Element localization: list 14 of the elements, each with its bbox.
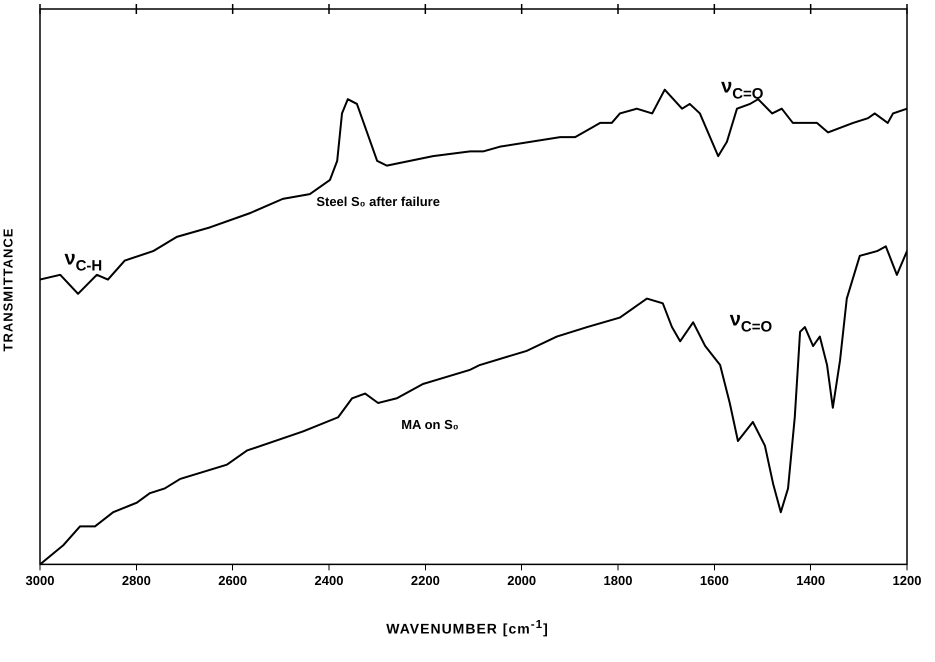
- x-tick-label: 1200: [892, 572, 922, 588]
- x-tick-label: 1600: [700, 572, 729, 588]
- series-label: MA on S₀: [401, 417, 459, 432]
- x-axis-title: WAVENUMBER [cm$^{-1}$]: [385, 618, 550, 637]
- y-axis-title: TRANSMITTANCE: [0, 226, 16, 354]
- x-tick-label: 1800: [604, 572, 632, 588]
- x-tick-label: 2400: [314, 572, 344, 588]
- x-tick-label: 2600: [218, 572, 248, 588]
- x-tick-label: 3000: [26, 572, 54, 588]
- x-tick-label: 2200: [410, 572, 440, 588]
- x-tick-label: 2800: [122, 572, 151, 588]
- series-label: Steel S₀ after failure: [316, 194, 440, 209]
- x-tick-label: 1400: [796, 572, 826, 588]
- x-tick-label: 2000: [507, 572, 536, 588]
